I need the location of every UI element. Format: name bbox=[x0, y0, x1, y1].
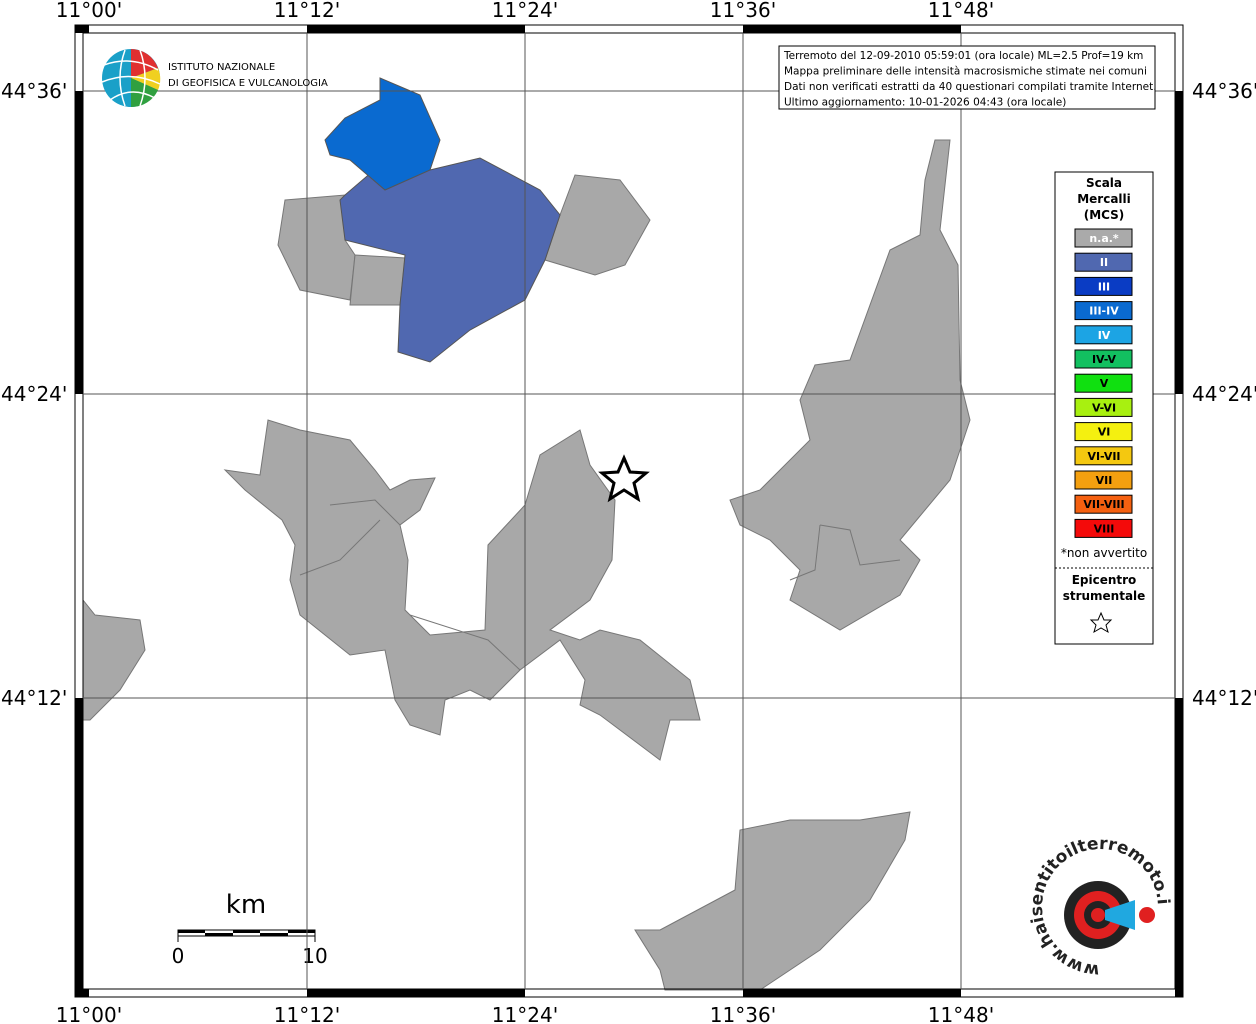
frame-inner bbox=[82, 32, 1176, 990]
lat-label: 44°24' bbox=[1, 382, 67, 406]
lon-label: 11°24' bbox=[492, 1003, 558, 1024]
municipality bbox=[544, 174, 651, 276]
info-line: Terremoto del 12-09-2010 05:59:01 (ora l… bbox=[783, 50, 1143, 62]
legend: ScalaMercalli(MCS)n.a.*IIIIIIII-IVIVIV-V… bbox=[1061, 176, 1147, 603]
legend-title: Mercalli bbox=[1077, 192, 1131, 206]
municipality bbox=[729, 139, 971, 631]
legend-swatch bbox=[1074, 373, 1133, 393]
lat-label: 44°12' bbox=[1, 686, 67, 710]
lat-label: 44°24' bbox=[1192, 382, 1256, 406]
scale-bar: km 0 10 bbox=[172, 890, 328, 968]
info-line: Ultimo aggiornamento: 10-01-2026 04:43 (… bbox=[784, 97, 1066, 109]
info-box bbox=[778, 45, 1156, 110]
legend-label: VI-VII bbox=[1087, 450, 1120, 463]
lon-label: 11°36' bbox=[710, 1003, 776, 1024]
legend-swatch bbox=[1074, 276, 1133, 296]
municipality bbox=[82, 598, 146, 721]
municipality-iii-iv bbox=[324, 77, 441, 191]
scale-unit: km bbox=[226, 890, 266, 920]
scale-label: 0 bbox=[172, 944, 185, 968]
institute-line: DI GEOFISICA E VULCANOLOGIA bbox=[168, 78, 328, 89]
legend-label: III-IV bbox=[1089, 305, 1119, 318]
legend-label: VIII bbox=[1094, 522, 1115, 535]
legend-label: VII-VIII bbox=[1083, 498, 1124, 511]
legend-swatch bbox=[1074, 252, 1133, 272]
lat-label: 44°12' bbox=[1192, 686, 1256, 710]
legend-star bbox=[1089, 611, 1113, 634]
institute-line: ISTITUTO NAZIONALE bbox=[168, 62, 275, 73]
municipality bbox=[223, 419, 701, 761]
info: Terremoto del 12-09-2010 05:59:01 (ora l… bbox=[783, 50, 1157, 109]
legend-label: II bbox=[1100, 256, 1108, 269]
municipalities bbox=[82, 77, 971, 991]
lon-label: 11°48' bbox=[928, 1003, 994, 1024]
frame bbox=[74, 24, 1184, 998]
legend-note: *non avvertito bbox=[1061, 546, 1147, 560]
boundary bbox=[299, 499, 901, 671]
legend-label: IV-V bbox=[1092, 353, 1117, 366]
frame-bars bbox=[75, 25, 1183, 997]
lon-label: 11°00' bbox=[56, 1003, 122, 1024]
legend-swatch bbox=[1074, 228, 1133, 248]
legend-title: (MCS) bbox=[1084, 208, 1125, 222]
legend-title: Scala bbox=[1086, 176, 1122, 190]
info-line: Dati non verificati estratti da 40 quest… bbox=[784, 81, 1157, 93]
lon-label: 11°00' bbox=[56, 0, 122, 22]
municipality bbox=[349, 254, 406, 306]
legend-swatch bbox=[1074, 518, 1133, 538]
lon-label: 11°24' bbox=[492, 0, 558, 22]
legend-label: VII bbox=[1096, 474, 1113, 487]
legend-swatch bbox=[1074, 470, 1133, 490]
legend-epicenter: strumentale bbox=[1063, 589, 1146, 603]
lat-label: 44°36' bbox=[1192, 79, 1256, 103]
legend-swatch bbox=[1074, 422, 1133, 442]
scale-label: 10 bbox=[302, 944, 327, 968]
lon-label: 11°36' bbox=[710, 0, 776, 22]
legend-swatch bbox=[1074, 349, 1133, 369]
legend-label: V bbox=[1100, 377, 1109, 390]
legend-swatch bbox=[1074, 494, 1133, 514]
legend-swatch bbox=[1074, 301, 1133, 321]
legend-swatch bbox=[1074, 397, 1133, 417]
ingv-logo: ISTITUTO NAZIONALE DI GEOFISICA E VULCAN… bbox=[101, 49, 328, 108]
legend-label: V-VI bbox=[1092, 401, 1116, 414]
legend-swatch bbox=[1074, 446, 1133, 466]
lat-label: 44°36' bbox=[1, 79, 67, 103]
epicenter bbox=[598, 454, 650, 503]
municipality bbox=[634, 811, 911, 991]
legend-label: VI bbox=[1098, 426, 1111, 439]
lon-label: 11°12' bbox=[274, 0, 340, 22]
frame-outer bbox=[74, 24, 1184, 998]
legend-label: n.a.* bbox=[1089, 232, 1119, 245]
legend-epicenter: Epicentro bbox=[1072, 573, 1137, 587]
info-line: Mappa preliminare delle intensità macros… bbox=[784, 66, 1147, 78]
legend-swatch bbox=[1074, 325, 1133, 345]
lon-label: 11°48' bbox=[928, 0, 994, 22]
legend-label: III bbox=[1098, 280, 1110, 293]
legend-label: IV bbox=[1098, 329, 1111, 342]
lon-label: 11°12' bbox=[274, 1003, 340, 1024]
municipality-ii bbox=[339, 157, 561, 363]
